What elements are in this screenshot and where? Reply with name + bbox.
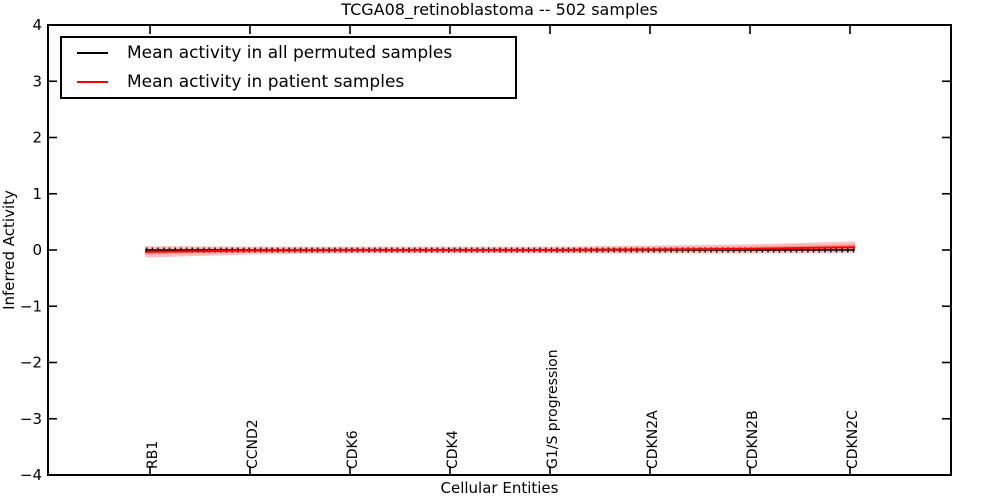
legend-label-patient: Mean activity in patient samples [127, 71, 405, 92]
svg-text:CDKN2A: CDKN2A [645, 410, 661, 469]
svg-text:CCND2: CCND2 [245, 419, 261, 469]
svg-text:−4: −4 [20, 466, 42, 484]
svg-text:1: 1 [32, 185, 42, 203]
y-axis-label: Inferred Activity [0, 190, 18, 310]
svg-text:CDKN2B: CDKN2B [745, 410, 761, 469]
chart-title: TCGA08_retinoblastoma -- 502 samples [341, 0, 658, 19]
svg-text:0: 0 [32, 241, 42, 259]
x-axis-label: Cellular Entities [440, 479, 559, 497]
svg-text:−3: −3 [20, 410, 42, 428]
svg-text:−2: −2 [20, 354, 42, 372]
svg-text:3: 3 [32, 72, 42, 90]
svg-text:−1: −1 [20, 297, 42, 315]
svg-text:CDKN2C: CDKN2C [845, 410, 861, 469]
svg-text:RB1: RB1 [145, 441, 161, 469]
legend-item-permuted: Mean activity in all permuted samples [62, 40, 515, 66]
svg-text:2: 2 [32, 129, 42, 147]
patient-line-sample-icon [77, 80, 108, 83]
svg-text:4: 4 [32, 16, 42, 34]
legend-label-permuted: Mean activity in all permuted samples [127, 43, 453, 64]
svg-text:CDK6: CDK6 [345, 430, 361, 469]
svg-text:G1/S progression: G1/S progression [545, 349, 561, 469]
permuted-line-sample-icon [77, 52, 108, 55]
legend: Mean activity in all permuted samples Me… [60, 36, 517, 99]
svg-text:CDK4: CDK4 [445, 430, 461, 469]
legend-item-patient: Mean activity in patient samples [62, 69, 515, 95]
